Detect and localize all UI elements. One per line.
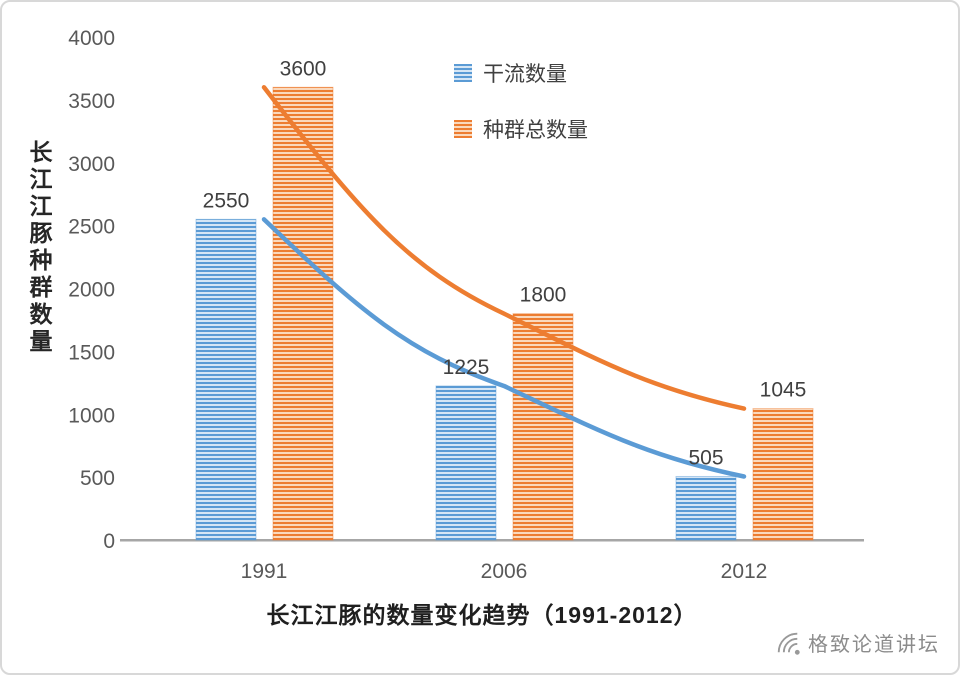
bar: [195, 218, 257, 541]
legend-label-total: 种群总数量: [483, 119, 588, 142]
trendline: [261, 217, 747, 479]
y-tick-label: 1500: [68, 341, 115, 364]
bar: [435, 385, 497, 541]
chart-title: 长江江豚的数量变化趋势（1991-2012）: [266, 602, 698, 628]
bar-value-label: 1225: [443, 356, 490, 379]
y-axis-title: 长江江豚种群数量: [26, 140, 52, 356]
bar: [512, 313, 574, 541]
y-tick-label: 0: [103, 530, 115, 553]
x-tick-label: 1991: [241, 560, 288, 583]
bar: [272, 86, 334, 541]
legend-swatch-blue-icon: [454, 64, 472, 82]
bar-value-label: 2550: [203, 189, 250, 212]
y-tick-label: 500: [80, 467, 115, 490]
y-tick-label: 1000: [68, 404, 115, 427]
y-tick-label: 2500: [68, 216, 115, 239]
bar-value-label: 505: [688, 446, 723, 469]
bar: [752, 408, 814, 541]
y-tick-label: 2000: [68, 279, 115, 302]
bar-value-label: 1800: [520, 284, 567, 307]
legend-item-total: 种群总数量: [454, 114, 588, 144]
y-tick-label: 4000: [68, 27, 115, 50]
y-tick-label: 3500: [68, 90, 115, 113]
bar-value-label: 3600: [280, 57, 327, 80]
y-tick-label: 3000: [68, 153, 115, 176]
chart-plot-area: 0 500 1000 1500 2000 2500 3000 3500 4000 1991 2006…: [68, 27, 864, 583]
bar-value-label: 1045: [760, 379, 807, 402]
legend-swatch-orange-icon: [454, 120, 472, 138]
x-tick-label: 2012: [721, 560, 768, 583]
watermark-text: 格致论道讲坛: [808, 634, 940, 656]
chart-legend: 干流数量 种群总数量: [454, 58, 588, 144]
trendline: [261, 85, 747, 411]
watermark: 格致论道讲坛: [775, 628, 940, 657]
bar: [675, 475, 737, 541]
legend-item-mainstream: 干流数量: [454, 58, 588, 88]
x-tick-label: 2006: [481, 560, 528, 583]
x-axis-line: [120, 539, 864, 542]
legend-label-mainstream: 干流数量: [483, 63, 567, 86]
watermark-logo-icon: [777, 632, 800, 655]
